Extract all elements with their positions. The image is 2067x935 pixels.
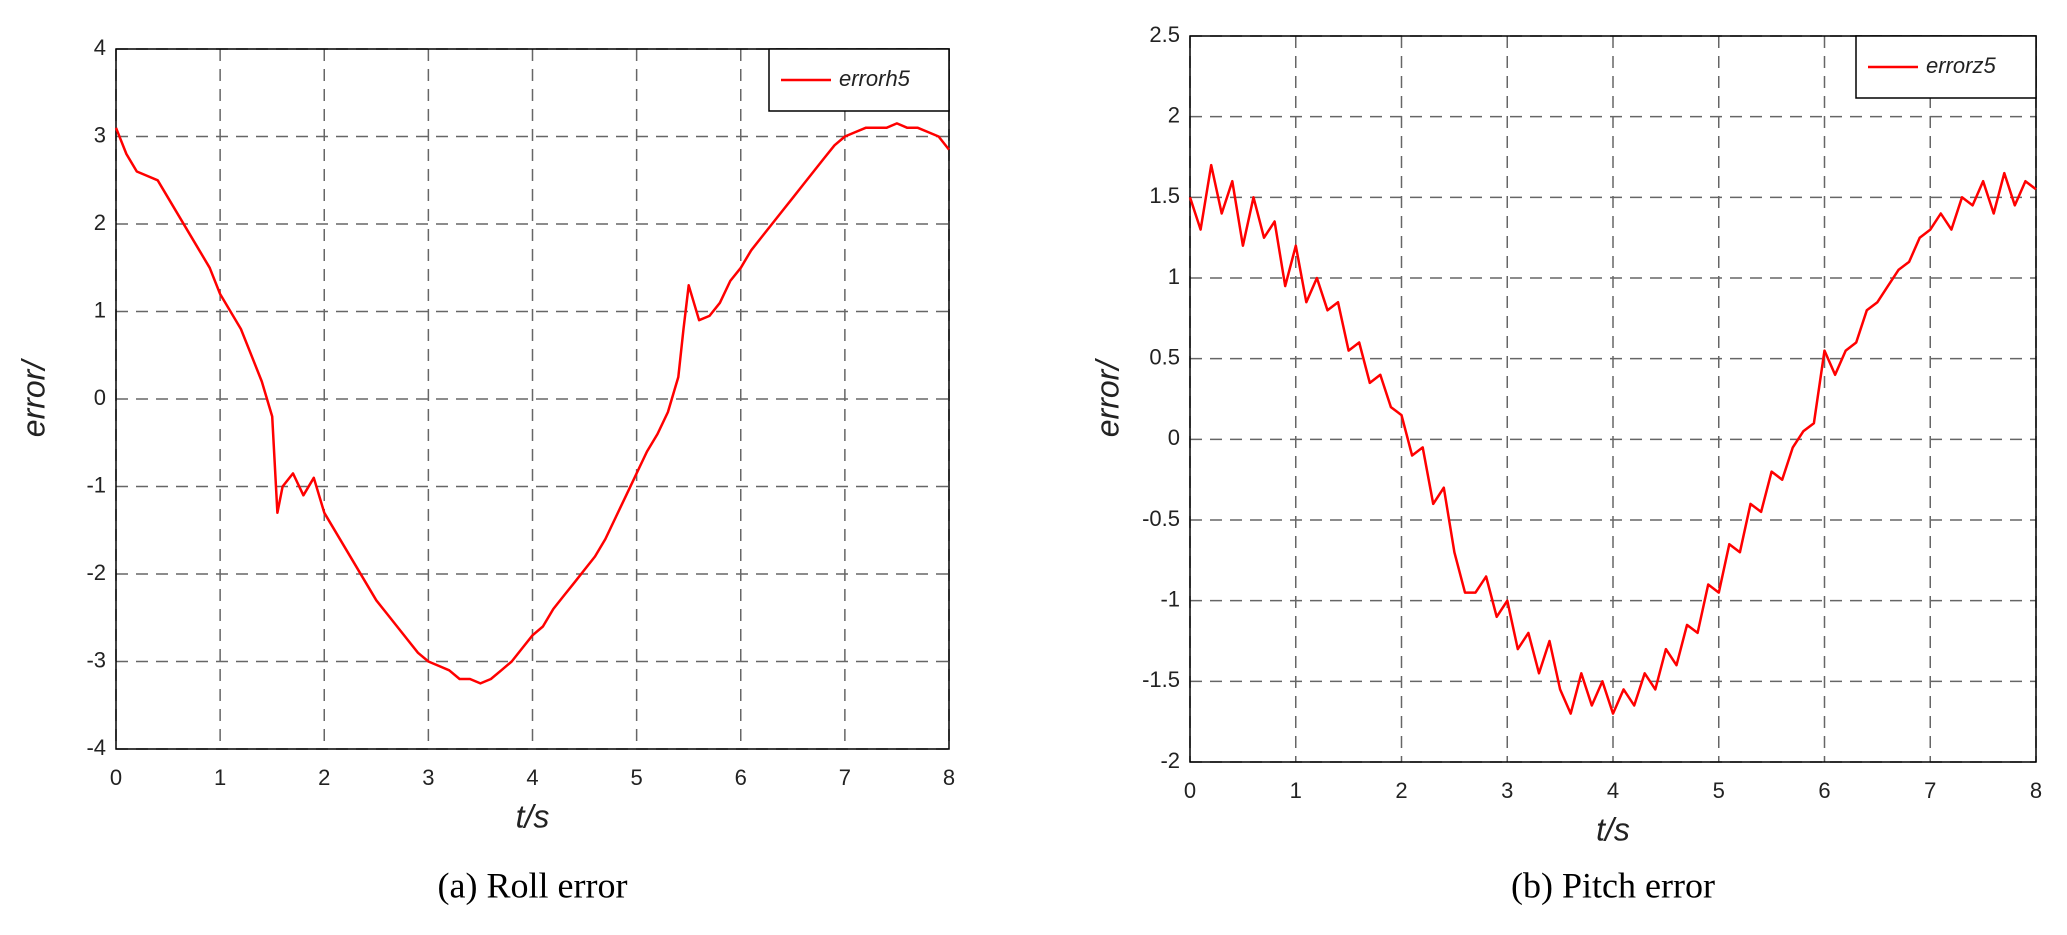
x-tick-label: 3 [422, 765, 434, 790]
plot-frame [1189, 35, 2037, 763]
y-tick-label: -1.5 [1142, 667, 1180, 692]
x-tick-label: 8 [943, 765, 955, 790]
y-tick-label: 4 [94, 35, 106, 60]
legend-box [1855, 35, 2037, 99]
y-tick-label: 0 [94, 385, 106, 410]
x-tick-label: 8 [2030, 778, 2042, 803]
y-tick-label: -2 [86, 560, 106, 585]
x-axis-label: t/s [516, 798, 550, 834]
y-tick-label: 2 [94, 210, 106, 235]
plot-frame [115, 48, 950, 750]
x-tick-label: 5 [631, 765, 643, 790]
y-axis-label: error/ [15, 358, 51, 438]
data-line [1188, 163, 2037, 715]
y-tick-label: -2 [1160, 748, 1180, 773]
y-tick-label: 1 [1168, 264, 1180, 289]
y-tick-label: -1 [86, 472, 106, 497]
y-tick-label: -3 [86, 647, 106, 672]
x-tick-label: 2 [1395, 778, 1407, 803]
y-tick-label: 2 [1168, 102, 1180, 127]
x-tick-label: 1 [214, 765, 226, 790]
x-tick-label: 7 [1924, 778, 1936, 803]
x-tick-label: 1 [1290, 778, 1302, 803]
y-tick-label: 0.5 [1149, 344, 1180, 369]
x-tick-label: 5 [1713, 778, 1725, 803]
y-axis-label: error/ [1089, 358, 1125, 438]
data-line [114, 122, 950, 685]
x-axis-label: t/s [1596, 811, 1630, 847]
x-tick-label: 6 [1818, 778, 1830, 803]
x-tick-label: 4 [526, 765, 538, 790]
y-tick-label: -4 [86, 735, 106, 760]
y-tick-label: 2.5 [1149, 22, 1180, 47]
x-tick-label: 6 [735, 765, 747, 790]
x-tick-label: 0 [1184, 778, 1196, 803]
legend-label: errorh5 [839, 66, 911, 91]
x-tick-label: 2 [318, 765, 330, 790]
x-tick-label: 4 [1607, 778, 1619, 803]
x-tick-label: 7 [839, 765, 851, 790]
caption: (a) Roll error [438, 865, 628, 905]
caption: (b) Pitch error [1511, 865, 1715, 905]
y-tick-label: 0 [1168, 425, 1180, 450]
x-tick-label: 3 [1501, 778, 1513, 803]
y-tick-label: -1 [1160, 586, 1180, 611]
y-tick-label: 1.5 [1149, 183, 1180, 208]
legend-label: errorz5 [1926, 53, 1996, 78]
y-tick-label: 1 [94, 297, 106, 322]
y-tick-label: 3 [94, 122, 106, 147]
x-tick-label: 0 [110, 765, 122, 790]
y-tick-label: -0.5 [1142, 506, 1180, 531]
